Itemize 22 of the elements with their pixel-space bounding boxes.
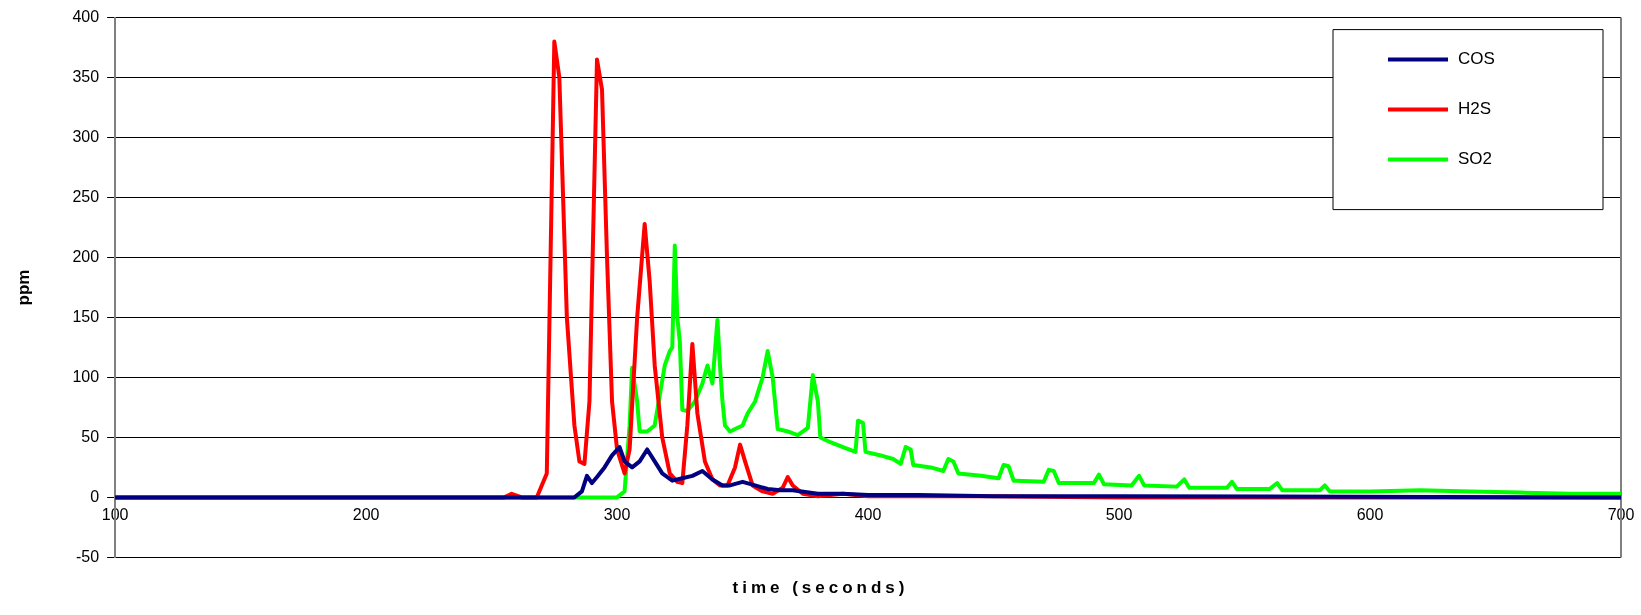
x-tick-label: 700 [1607, 506, 1635, 524]
y-tick-label: 200 [72, 247, 100, 265]
y-tick-label: 350 [72, 67, 100, 85]
y-tick-label: 400 [72, 8, 100, 26]
y-tick-label: 0 [90, 487, 100, 505]
y-tick-label: 50 [81, 427, 100, 445]
x-tick-label: 200 [352, 506, 380, 524]
x-tick-label: 100 [101, 506, 129, 524]
y-tick-label: 150 [72, 307, 100, 325]
legend-label: SO2 [1458, 149, 1493, 169]
y-axis-title: ppm [13, 269, 33, 306]
y-tick-label: 300 [72, 127, 100, 145]
x-tick-label: 300 [603, 506, 631, 524]
x-tick-label: 400 [854, 506, 882, 524]
y-tick-label: 100 [72, 367, 100, 385]
y-tick-label: 250 [72, 187, 100, 205]
y-tick-label: -50 [75, 547, 100, 565]
legend-label: COS [1458, 49, 1495, 69]
x-tick-label: 600 [1356, 506, 1384, 524]
x-axis-title: time (seconds) [731, 578, 910, 598]
legend-label: H2S [1458, 99, 1492, 119]
x-tick-label: 500 [1105, 506, 1133, 524]
